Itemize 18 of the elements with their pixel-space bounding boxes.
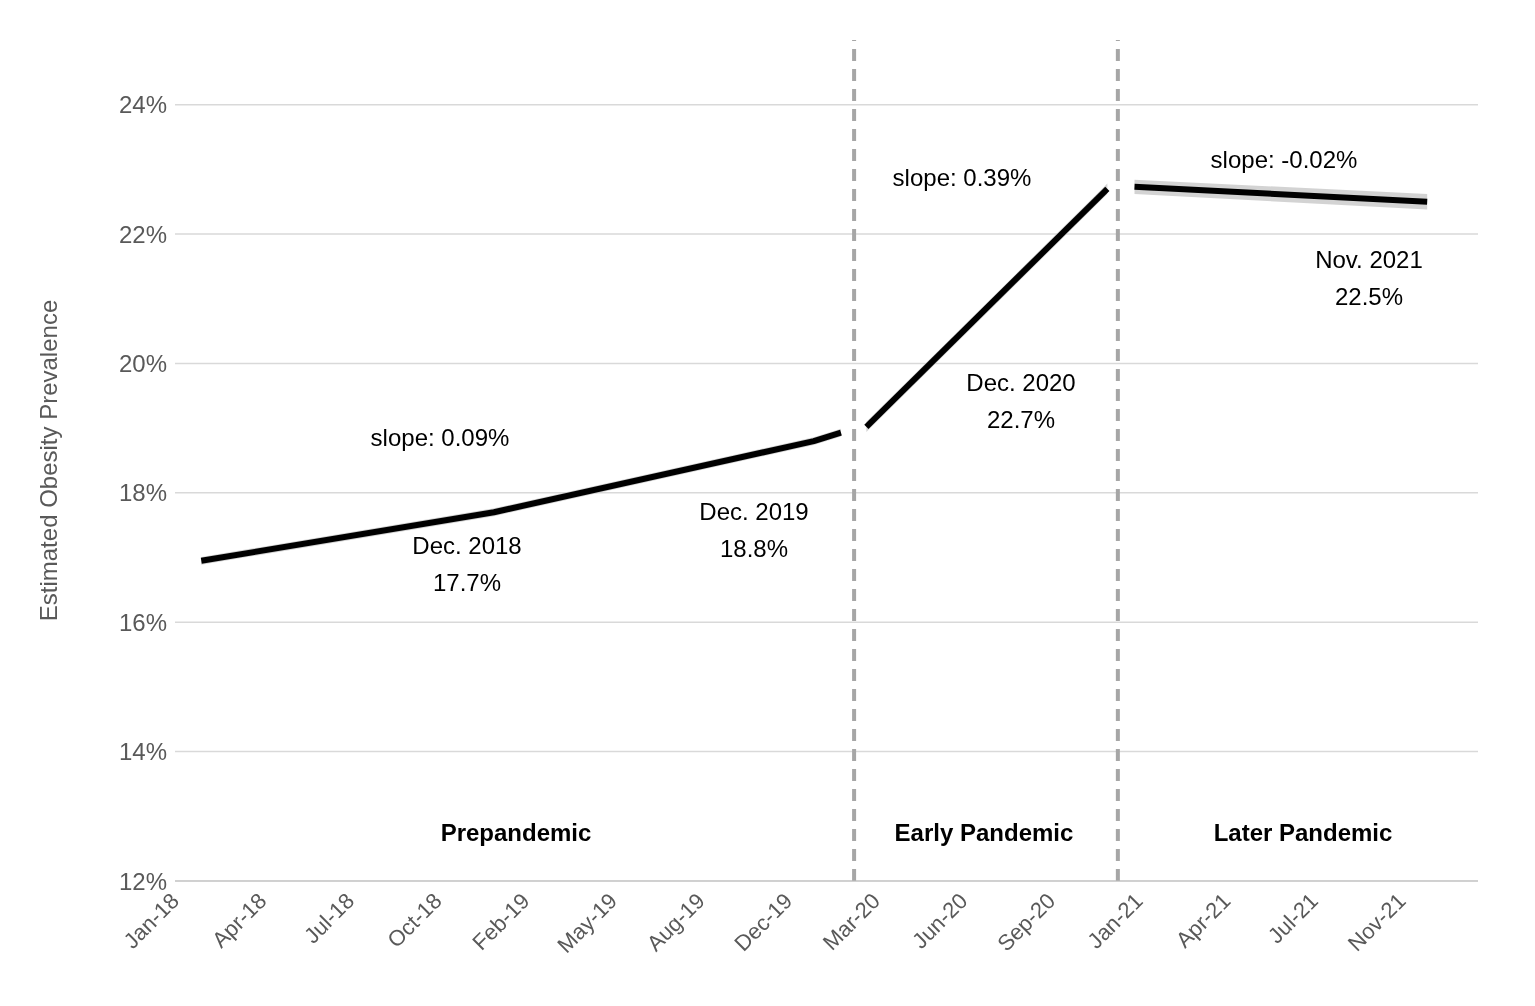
y-tick-label: 24%	[118, 91, 167, 119]
annotation: Dec. 2018 17.7%	[412, 531, 522, 595]
annotation: slope: 0.09%	[370, 423, 510, 451]
y-tick-label: 12%	[118, 867, 167, 895]
y-tick-label: 22%	[118, 220, 167, 248]
annotation: Later Pandemic	[1213, 818, 1393, 846]
annotation: Early Pandemic	[894, 818, 1074, 846]
annotation: Dec. 2019 18.8%	[699, 497, 809, 561]
annotation: Prepandemic	[440, 818, 592, 846]
y-tick-label: 18%	[118, 479, 167, 507]
y-tick-label: 14%	[118, 738, 167, 766]
y-tick-label: 20%	[118, 349, 167, 377]
y-axis-title: Estimated Obesity Prevalence	[34, 299, 62, 622]
annotation: slope: 0.39%	[892, 163, 1032, 191]
annotation: Dec. 2020 22.7%	[966, 368, 1076, 432]
annotation: slope: -0.02%	[1210, 145, 1358, 173]
annotation: Nov. 2021 22.5%	[1315, 245, 1423, 309]
y-tick-label: 16%	[118, 608, 167, 636]
